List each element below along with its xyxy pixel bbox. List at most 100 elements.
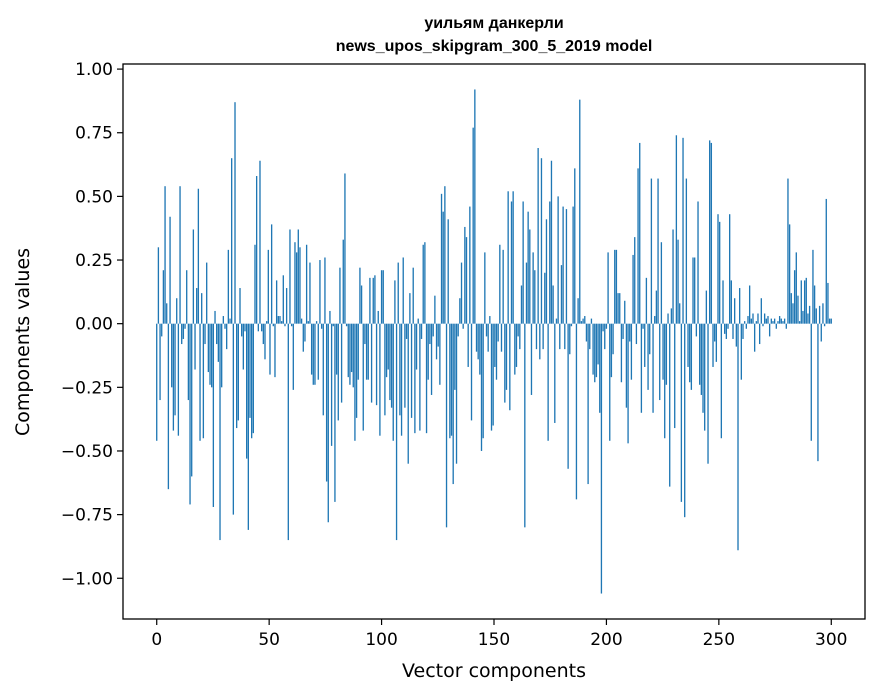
bar (179, 186, 181, 324)
bar (644, 323, 646, 367)
bar (768, 323, 771, 337)
bar (807, 313, 809, 324)
bar (201, 293, 203, 324)
bar (720, 323, 723, 439)
bar (312, 323, 314, 385)
bar (657, 178, 659, 324)
plot-frame (122, 63, 866, 620)
bar (820, 323, 822, 342)
bar (689, 323, 691, 383)
bar (507, 191, 509, 324)
bar (645, 277, 648, 324)
bar (490, 323, 493, 431)
bar (692, 257, 694, 324)
bar (297, 229, 299, 324)
bar (449, 323, 451, 439)
bar (289, 229, 291, 324)
bar (793, 270, 796, 324)
bar (747, 316, 749, 324)
bar (239, 288, 241, 324)
bar (587, 323, 589, 485)
bar (604, 323, 606, 350)
bar (792, 303, 794, 324)
bar (517, 323, 519, 337)
bar (555, 318, 558, 324)
bar (192, 229, 195, 324)
bar (599, 323, 601, 413)
bar (790, 293, 792, 324)
bar (322, 323, 324, 416)
bar (397, 262, 399, 324)
bar (762, 323, 764, 327)
bar (725, 323, 728, 339)
bar (590, 318, 593, 324)
bar (732, 323, 734, 339)
bar (252, 323, 254, 434)
bar (765, 318, 767, 324)
bar (722, 280, 724, 324)
bar (455, 323, 458, 464)
bar (580, 321, 583, 324)
bar (680, 323, 683, 502)
bar (214, 310, 216, 324)
bar (305, 244, 308, 324)
bar (234, 102, 236, 324)
bar (650, 178, 653, 324)
bar (194, 323, 196, 370)
bar (182, 323, 185, 339)
bar (480, 323, 483, 451)
bar (345, 323, 348, 327)
bar (772, 321, 774, 324)
y-tick-label: 0.25 (75, 251, 113, 271)
bar (515, 323, 518, 367)
bar (597, 323, 599, 365)
bar (469, 206, 471, 324)
bar (156, 323, 158, 441)
bar (735, 323, 737, 347)
bar (634, 237, 636, 324)
bar (624, 300, 626, 324)
bar (294, 242, 296, 324)
bar (500, 323, 503, 352)
bar (217, 323, 220, 362)
bar (300, 318, 303, 324)
bar (532, 252, 534, 324)
bar (325, 323, 328, 482)
bar (412, 267, 414, 324)
bar (324, 257, 326, 324)
bar (785, 323, 787, 329)
bar (457, 323, 459, 337)
bar (585, 323, 588, 342)
bar (770, 318, 772, 324)
bar (677, 239, 679, 324)
bar (700, 323, 703, 395)
bar (522, 201, 524, 324)
bar (537, 148, 539, 324)
bar (697, 201, 699, 324)
bar (269, 323, 271, 375)
bar (355, 323, 358, 418)
bar (314, 323, 316, 385)
bar (617, 293, 619, 324)
bar (512, 191, 514, 324)
bar (422, 244, 424, 324)
bar (802, 310, 804, 324)
bar (607, 252, 609, 324)
bar (788, 224, 791, 324)
bar (484, 252, 486, 324)
bar (808, 305, 811, 324)
bar (594, 323, 596, 383)
bar (320, 323, 323, 329)
bar (425, 323, 428, 434)
bar (620, 323, 623, 383)
bar (530, 323, 533, 395)
bar (737, 323, 739, 551)
bar (275, 280, 278, 324)
bar (354, 323, 356, 441)
bar (803, 280, 806, 324)
bar (174, 323, 176, 416)
bar (290, 323, 293, 327)
bar (695, 323, 698, 337)
bar (763, 313, 766, 324)
